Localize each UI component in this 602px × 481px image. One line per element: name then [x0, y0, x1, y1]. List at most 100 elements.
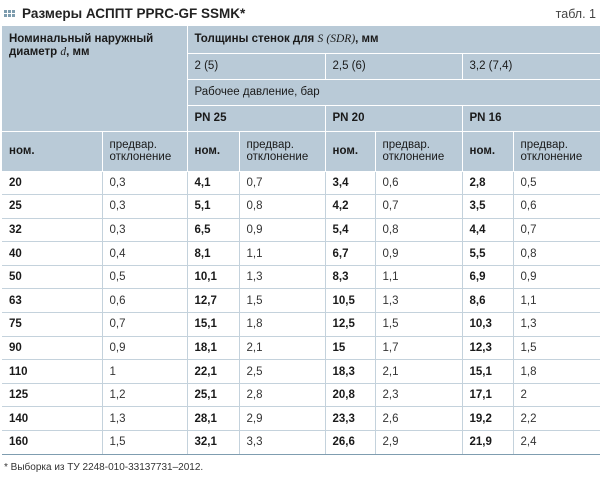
pn20-deviation-cell: 2,6	[374, 406, 462, 432]
pn25-thickness-cell: 5,1	[186, 194, 239, 219]
pn20-thickness-cell: 10,5	[324, 288, 375, 314]
pn25-deviation-cell: 1,8	[238, 312, 325, 337]
pn25-thickness-cell: 8,1	[186, 241, 239, 266]
pn16-deviation-cell: 0,9	[512, 265, 600, 290]
col-nom-s2: ном.	[324, 131, 375, 172]
pn20-deviation-cell: 1,5	[374, 312, 462, 337]
diameter-header-label: диаметр	[9, 46, 58, 58]
pn25-thickness-cell: 22,1	[186, 359, 239, 384]
table-title: Размеры АСППТ PPRC-GF SSMK*	[22, 6, 246, 21]
pn16-thickness-cell: 10,3	[461, 312, 513, 337]
pn20-thickness-cell: 3,4	[324, 171, 375, 196]
pn20-thickness-cell: 6,7	[324, 241, 375, 266]
wall-thickness-header: Толщины стенок для S (SDR), мм	[186, 26, 600, 54]
pn16-thickness-cell: 5,5	[461, 241, 513, 266]
table-row: 75 0,7 15,1 1,8 12,5 1,5 10,3 1,3	[2, 312, 600, 337]
diameter-deviation-cell: 0,3	[101, 171, 187, 196]
title-bar: Размеры АСППТ PPRC-GF SSMK* табл. 1	[4, 3, 600, 27]
header-row-pn: PN 25 PN 20 PN 16	[2, 105, 600, 132]
pn25-deviation-cell: 1,1	[238, 241, 325, 266]
pn16-deviation-cell: 2	[512, 383, 600, 408]
pn25-deviation-cell: 3,3	[238, 430, 325, 455]
pn16-deviation-cell: 1,1	[512, 288, 600, 314]
table-row: 90 0,9 18,1 2,1 15 1,7 12,3 1,5	[2, 336, 600, 361]
col-dev-line1: предвар.	[109, 139, 157, 151]
pn25-deviation-cell: 0,7	[238, 171, 325, 196]
col-dev-s2: предвар. отклонение	[374, 131, 462, 172]
table-row: 63 0,6 12,7 1,5 10,5 1,3 8,6 1,1	[2, 288, 600, 314]
diameter-nominal-cell: 125	[2, 383, 102, 408]
diameter-deviation-cell: 0,5	[101, 265, 187, 290]
table-row: 40 0,4 8,1 1,1 6,7 0,9 5,5 0,8	[2, 241, 600, 266]
pn-16: PN 16	[461, 105, 600, 132]
diameter-deviation-cell: 0,3	[101, 218, 187, 243]
pn25-thickness-cell: 32,1	[186, 430, 239, 455]
sdr-symbol: (SDR)	[326, 33, 356, 46]
pn16-deviation-cell: 0,5	[512, 171, 600, 196]
diameter-nominal-cell: 25	[2, 194, 102, 219]
pn16-thickness-cell: 19,2	[461, 406, 513, 432]
table-row: 110 1 22,1 2,5 18,3 2,1 15,1 1,8	[2, 359, 600, 384]
col-dev-line2: отклонение	[520, 151, 583, 163]
diameter-deviation-cell: 1,2	[101, 383, 187, 408]
col-dev-line2: отклонение	[246, 151, 309, 163]
pn16-deviation-cell: 1,8	[512, 359, 600, 384]
diameter-deviation-cell: 1,3	[101, 406, 187, 432]
diameter-nominal-cell: 50	[2, 265, 102, 290]
pn20-thickness-cell: 4,2	[324, 194, 375, 219]
pn16-thickness-cell: 2,8	[461, 171, 513, 196]
col-dev-line1: предвар.	[520, 139, 568, 151]
header-row-1: Номинальный наружный диаметр d, мм Толщи…	[2, 26, 600, 132]
pn20-thickness-cell: 20,8	[324, 383, 375, 408]
table-row: 32 0,3 6,5 0,9 5,4 0,8 4,4 0,7	[2, 218, 600, 243]
table-row: 160 1,5 32,1 3,3 26,6 2,9 21,9 2,4	[2, 430, 600, 455]
pn16-deviation-cell: 2,4	[512, 430, 600, 455]
pn20-thickness-cell: 23,3	[324, 406, 375, 432]
pn20-thickness-cell: 12,5	[324, 312, 375, 337]
pn20-deviation-cell: 1,1	[374, 265, 462, 290]
diameter-deviation-cell: 0,4	[101, 241, 187, 266]
pn16-deviation-cell: 1,5	[512, 336, 600, 361]
grip-squares-icon	[4, 10, 16, 20]
diameter-symbol: d	[60, 46, 67, 58]
col-dev-line1: предвар.	[246, 139, 294, 151]
diameter-header: Номинальный наружный диаметр d, мм	[2, 26, 187, 132]
diameter-deviation-cell: 0,6	[101, 288, 187, 314]
pn16-thickness-cell: 4,4	[461, 218, 513, 243]
col-dev-d: предвар. отклонение	[101, 131, 187, 172]
pn20-deviation-cell: 0,9	[374, 241, 462, 266]
pn25-deviation-cell: 2,9	[238, 406, 325, 432]
pn25-deviation-cell: 2,8	[238, 383, 325, 408]
diameter-nominal-cell: 110	[2, 359, 102, 384]
pn25-deviation-cell: 2,1	[238, 336, 325, 361]
pn20-deviation-cell: 1,7	[374, 336, 462, 361]
col-nom-d: ном.	[2, 131, 102, 172]
col-dev-line2: отклонение	[109, 151, 172, 163]
pn25-deviation-cell: 2,5	[238, 359, 325, 384]
pn-25: PN 25	[186, 105, 325, 132]
pn20-deviation-cell: 0,6	[374, 171, 462, 196]
pn20-thickness-cell: 5,4	[324, 218, 375, 243]
diameter-nominal-cell: 90	[2, 336, 102, 361]
diameter-nominal-cell: 160	[2, 430, 102, 455]
table-row: 125 1,2 25,1 2,8 20,8 2,3 17,1 2	[2, 383, 600, 408]
pn16-thickness-cell: 12,3	[461, 336, 513, 361]
pn25-thickness-cell: 10,1	[186, 265, 239, 290]
pressure-header: Рабочее давление, бар	[186, 79, 600, 106]
pn25-deviation-cell: 1,3	[238, 265, 325, 290]
pn25-thickness-cell: 18,1	[186, 336, 239, 361]
thickness-2-5: 2 (5)	[186, 53, 325, 80]
pn20-deviation-cell: 2,1	[374, 359, 462, 384]
col-dev-s1: предвар. отклонение	[238, 131, 325, 172]
pn25-thickness-cell: 6,5	[186, 218, 239, 243]
diameter-nominal-cell: 20	[2, 171, 102, 196]
pn16-thickness-cell: 17,1	[461, 383, 513, 408]
pn20-thickness-cell: 18,3	[324, 359, 375, 384]
col-dev-line2: отклонение	[382, 151, 445, 163]
pn25-thickness-cell: 15,1	[186, 312, 239, 337]
col-nom-s3: ном.	[461, 131, 513, 172]
table-row: 140 1,3 28,1 2,9 23,3 2,6 19,2 2,2	[2, 406, 600, 432]
header-row-thickness: 2 (5) 2,5 (6) 3,2 (7,4)	[2, 53, 600, 80]
pn25-deviation-cell: 1,5	[238, 288, 325, 314]
